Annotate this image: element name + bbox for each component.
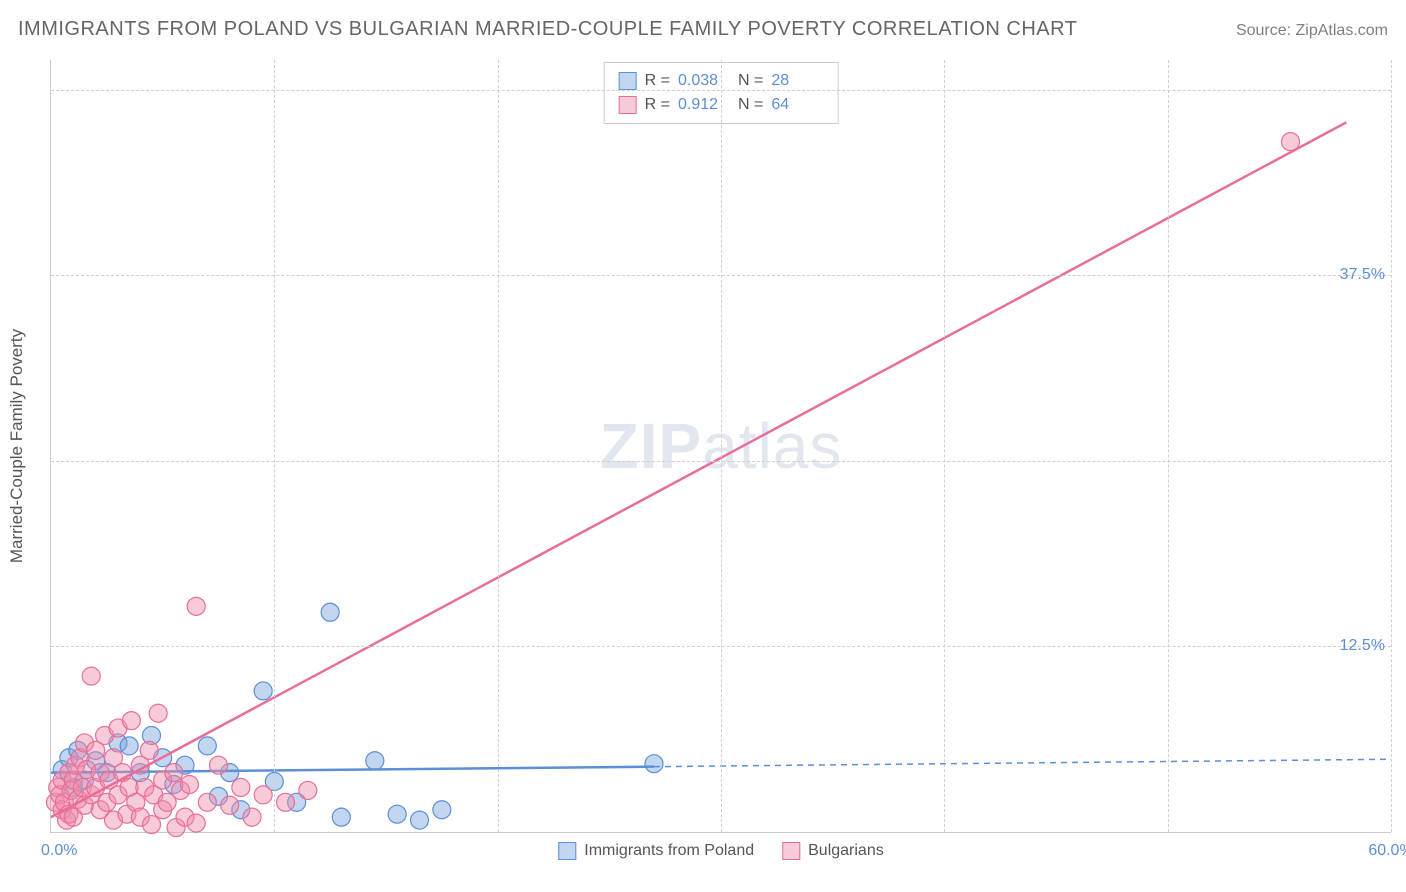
data-point bbox=[232, 778, 250, 796]
data-point bbox=[122, 712, 140, 730]
gridline-v bbox=[1391, 60, 1392, 832]
legend-label-poland: Immigrants from Poland bbox=[584, 842, 754, 860]
data-point bbox=[433, 801, 451, 819]
data-point bbox=[388, 805, 406, 823]
data-point bbox=[180, 775, 198, 793]
data-point bbox=[165, 764, 183, 782]
data-point bbox=[645, 755, 663, 773]
data-point bbox=[299, 781, 317, 799]
y-axis-label: Married-Couple Family Poverty bbox=[7, 329, 27, 563]
swatch-bulgarian-bottom bbox=[782, 842, 800, 860]
data-point bbox=[120, 737, 138, 755]
data-point bbox=[411, 811, 429, 829]
regression-extension bbox=[654, 759, 1391, 766]
data-point bbox=[198, 793, 216, 811]
y-tick-label: 12.5% bbox=[1340, 637, 1385, 655]
chart-plot-area: Married-Couple Family Poverty ZIPatlas R… bbox=[50, 60, 1391, 833]
data-point bbox=[198, 737, 216, 755]
gridline-v bbox=[1168, 60, 1169, 832]
swatch-poland-bottom bbox=[558, 842, 576, 860]
series-legend: Immigrants from Poland Bulgarians bbox=[558, 842, 883, 860]
regression-line bbox=[51, 122, 1346, 817]
data-point bbox=[187, 814, 205, 832]
data-point bbox=[82, 667, 100, 685]
data-point bbox=[254, 682, 272, 700]
gridline-v bbox=[721, 60, 722, 832]
legend-item-poland: Immigrants from Poland bbox=[558, 842, 754, 860]
data-point bbox=[321, 603, 339, 621]
data-point bbox=[277, 793, 295, 811]
gridline-v bbox=[274, 60, 275, 832]
data-point bbox=[366, 752, 384, 770]
data-point bbox=[149, 704, 167, 722]
data-point bbox=[143, 816, 161, 834]
chart-title: IMMIGRANTS FROM POLAND VS BULGARIAN MARR… bbox=[18, 18, 1077, 41]
data-point bbox=[140, 741, 158, 759]
gridline-v bbox=[498, 60, 499, 832]
data-point bbox=[254, 786, 272, 804]
source-attribution: Source: ZipAtlas.com bbox=[1236, 22, 1388, 40]
y-tick-label: 37.5% bbox=[1340, 266, 1385, 284]
legend-item-bulgarian: Bulgarians bbox=[782, 842, 884, 860]
data-point bbox=[243, 808, 261, 826]
legend-label-bulgarian: Bulgarians bbox=[808, 842, 884, 860]
data-point bbox=[332, 808, 350, 826]
x-tick-label: 60.0% bbox=[1368, 842, 1406, 860]
data-point bbox=[210, 756, 228, 774]
data-point bbox=[187, 597, 205, 615]
gridline-v bbox=[944, 60, 945, 832]
x-origin-label: 0.0% bbox=[41, 842, 77, 860]
data-point bbox=[221, 796, 239, 814]
